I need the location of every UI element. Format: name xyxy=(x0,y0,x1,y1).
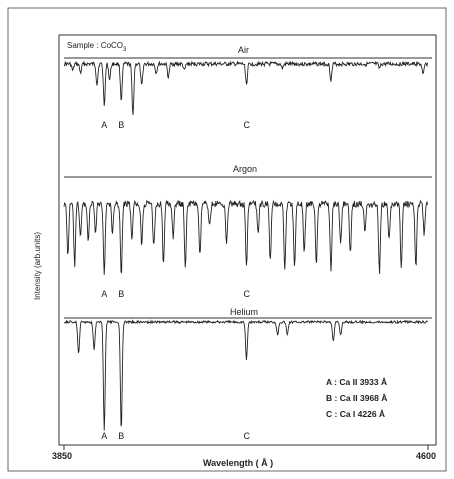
y-axis-label: Intensity (arb.units) xyxy=(33,232,42,300)
panel-helium: Helium A B C xyxy=(63,307,432,441)
spectrum-panels: Air A B C Argon A B C Helium A B C xyxy=(63,45,432,441)
line-label-b: B xyxy=(118,120,124,130)
legend-entry-c: C : Ca I 4226 Å xyxy=(326,409,385,419)
panel-title-argon: Argon xyxy=(233,164,257,174)
x-tick-label-4600: 4600 xyxy=(416,451,436,461)
panel-argon: Argon A B C xyxy=(63,164,432,299)
line-label-b: B xyxy=(118,289,124,299)
sample-label: Sample : CoCO3 xyxy=(67,41,127,53)
x-axis-label: Wavelength ( Å ) xyxy=(203,458,273,468)
line-label-a: A xyxy=(101,431,107,441)
line-label-c: C xyxy=(244,431,251,441)
panel-title-air: Air xyxy=(238,45,249,55)
panel-air: Air A B C xyxy=(63,45,432,130)
panel-title-helium: Helium xyxy=(230,307,258,317)
sample-subscript: 3 xyxy=(123,47,127,53)
line-label-a: A xyxy=(101,289,107,299)
spectrum-trace-air xyxy=(63,60,429,116)
line-label-c: C xyxy=(244,289,251,299)
spectrum-trace-helium xyxy=(63,319,428,431)
line-label-c: C xyxy=(244,120,251,130)
plot-frame xyxy=(58,34,437,446)
line-label-a: A xyxy=(101,120,107,130)
line-label-b: B xyxy=(118,431,124,441)
sample-label-text: Sample : CoCO xyxy=(67,41,123,50)
legend-entry-a: A : Ca II 3933 Å xyxy=(326,377,387,387)
x-tick-label-3850: 3850 xyxy=(52,451,72,461)
legend: A : Ca II 3933 Å B : Ca II 3968 Å C : Ca… xyxy=(326,377,387,419)
outer-frame xyxy=(7,7,447,472)
legend-entry-b: B : Ca II 3968 Å xyxy=(326,393,387,403)
spectrum-trace-argon xyxy=(63,199,429,275)
